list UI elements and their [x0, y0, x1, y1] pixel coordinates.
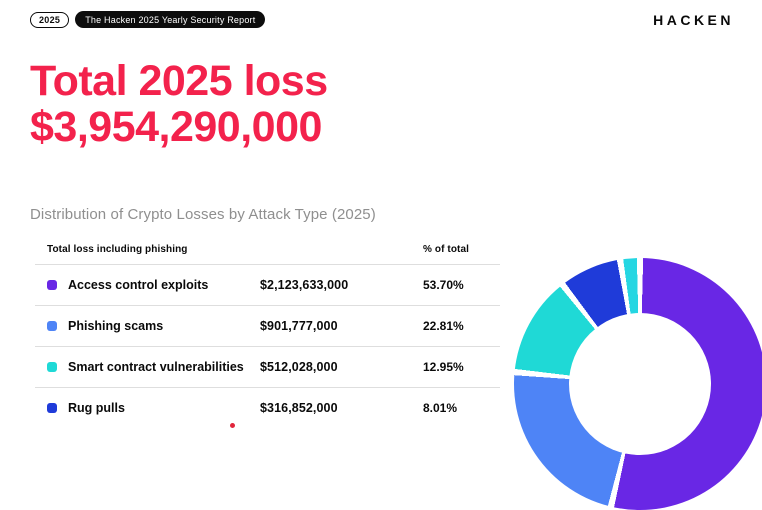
table-header: Total loss including phishing % of total	[35, 244, 500, 264]
heading-line-2: $3,954,290,000	[30, 103, 322, 152]
row-label: Phishing scams	[68, 319, 164, 333]
donut-chart	[514, 258, 762, 510]
row-label: Access control exploits	[68, 278, 209, 292]
table-row: Phishing scams $901,777,000 22.81%	[35, 305, 500, 346]
header-col-percent: % of total	[423, 244, 469, 255]
red-dot	[230, 423, 235, 428]
row-amount: $901,777,000	[260, 319, 338, 333]
year-badge: 2025	[30, 11, 70, 28]
row-amount: $2,123,633,000	[260, 278, 349, 292]
row-percent: 22.81%	[423, 319, 464, 333]
losses-table: Total loss including phishing % of total…	[35, 244, 500, 428]
rug-pulls-color-swatch-icon	[47, 403, 57, 413]
heading-line-1: Total 2025 loss	[30, 57, 328, 105]
section-subtitle: Distribution of Crypto Losses by Attack …	[30, 206, 376, 223]
row-label: Smart contract vulnerabilities	[68, 360, 244, 374]
hacken-logo: HACKEN	[653, 11, 734, 28]
row-amount: $316,852,000	[260, 401, 338, 415]
table-row: Rug pulls $316,852,000 8.01%	[35, 387, 500, 428]
table-row: Access control exploits $2,123,633,000 5…	[35, 264, 500, 305]
access-control-color-swatch-icon	[47, 280, 57, 290]
phishing-color-swatch-icon	[47, 321, 57, 331]
row-percent: 8.01%	[423, 401, 458, 415]
smart-contract-color-swatch-icon	[47, 362, 57, 372]
table-row: Smart contract vulnerabilities $512,028,…	[35, 346, 500, 387]
row-amount: $512,028,000	[260, 360, 338, 374]
header-col-label: Total loss including phishing	[47, 244, 188, 255]
row-percent: 53.70%	[423, 278, 464, 292]
row-label: Rug pulls	[68, 401, 125, 415]
row-percent: 12.95%	[423, 360, 464, 374]
report-title-badge: The Hacken 2025 Yearly Security Report	[75, 11, 266, 28]
top-bar: 2025 The Hacken 2025 Yearly Security Rep…	[30, 11, 734, 28]
total-loss-heading: Total 2025 loss $3,954,290,000	[30, 58, 328, 151]
